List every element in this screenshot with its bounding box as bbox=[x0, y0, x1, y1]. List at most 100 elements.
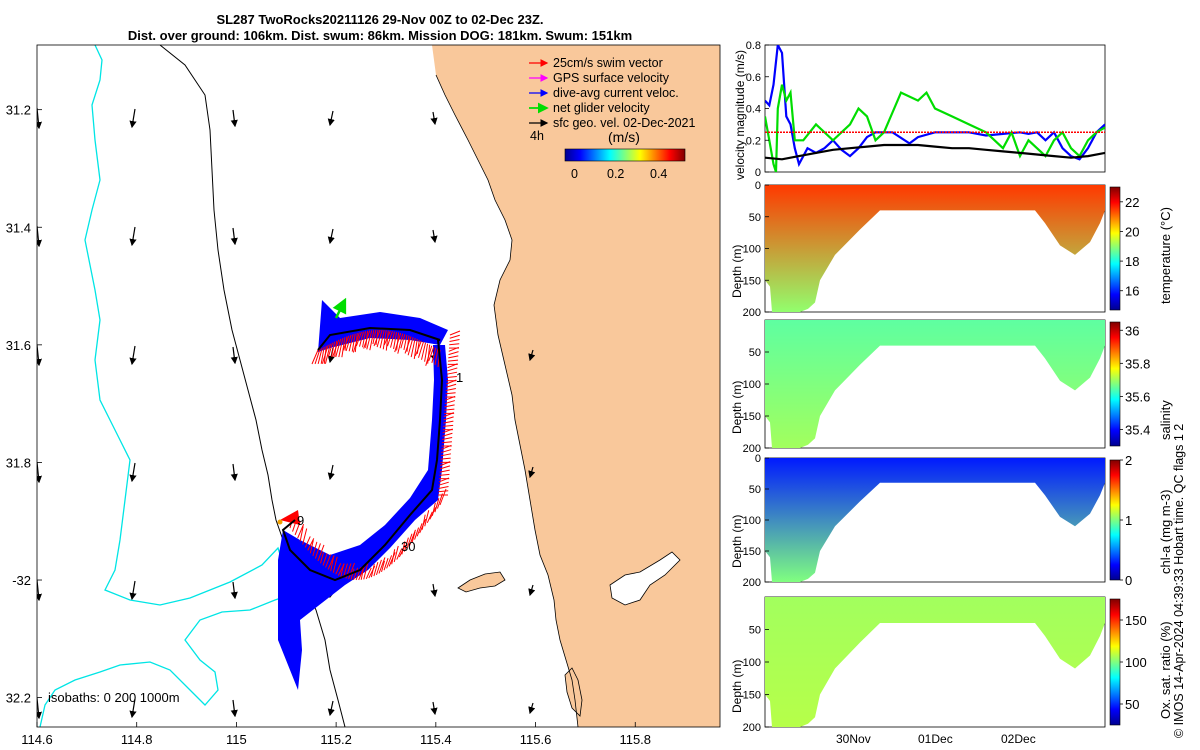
swim-vector bbox=[338, 337, 344, 358]
velocity-series-line-1 bbox=[765, 84, 1105, 172]
geo-arrow bbox=[129, 226, 137, 247]
swim-vector bbox=[311, 349, 319, 365]
swim-vector bbox=[348, 562, 355, 580]
swim-vector bbox=[442, 436, 453, 440]
swim-vector bbox=[441, 444, 452, 450]
swim-vector bbox=[449, 330, 461, 336]
depth-tick-label: 100 bbox=[743, 515, 761, 527]
swim-vector bbox=[335, 338, 342, 358]
depth-tick-label: 100 bbox=[743, 657, 761, 669]
velocity-ylabel: velocity magnitude (m/s) bbox=[733, 50, 747, 180]
swim-vector bbox=[438, 485, 449, 489]
swim-vector bbox=[436, 493, 443, 509]
cb-tick-label: 22 bbox=[1125, 195, 1139, 210]
cb-tick-label: 35.4 bbox=[1125, 422, 1150, 437]
swim-vector bbox=[419, 518, 427, 534]
cb-tick-label: 2 bbox=[1125, 453, 1132, 468]
swim-vector bbox=[378, 557, 386, 574]
cb-label-1: temperature (°C) bbox=[1158, 207, 1173, 304]
map-colorbar-title: (m/s) bbox=[608, 129, 640, 145]
legend-geo: sfc geo. vel. 02-Dec-2021 bbox=[553, 116, 695, 130]
swim-vector bbox=[438, 477, 450, 483]
swim-vector bbox=[327, 555, 335, 570]
swim-vector bbox=[434, 348, 439, 366]
geostrophic-arrows bbox=[37, 107, 536, 720]
swim-vector bbox=[359, 331, 364, 347]
map-legend: 25cm/s swim vector GPS surface velocity … bbox=[529, 56, 695, 181]
estuary bbox=[609, 551, 681, 606]
swim-vector bbox=[440, 457, 451, 460]
swim-vector bbox=[373, 561, 379, 577]
depth-tick-label: 200 bbox=[743, 722, 761, 734]
map-colorbar-tick-1: 0.2 bbox=[607, 167, 624, 181]
cb-tick-label: 36 bbox=[1125, 323, 1139, 338]
swim-vector bbox=[355, 331, 362, 347]
geo-arrow bbox=[230, 109, 238, 128]
swim-vector bbox=[446, 379, 457, 385]
geo-arrow bbox=[430, 583, 438, 598]
swim-vector bbox=[427, 344, 431, 364]
swim-vector bbox=[320, 552, 324, 564]
map-xtick-label: 115.4 bbox=[420, 732, 452, 747]
geo-arrow bbox=[528, 702, 536, 715]
swim-vector bbox=[358, 565, 366, 581]
map-xtick-label: 114.8 bbox=[121, 732, 153, 747]
swim-vector bbox=[448, 355, 459, 359]
swim-vector bbox=[445, 388, 456, 392]
swim-vector bbox=[421, 342, 427, 360]
swim-vector bbox=[439, 469, 450, 473]
swim-vector bbox=[431, 347, 437, 364]
geo-arrow bbox=[528, 466, 536, 479]
velocity-y-ticks: 0 0.2 0.4 0.6 0.8 bbox=[746, 40, 769, 179]
depth-tick-label: 150 bbox=[743, 546, 761, 558]
swim-vector bbox=[331, 341, 336, 357]
swim-vector bbox=[400, 334, 406, 349]
swim-vector bbox=[314, 348, 321, 365]
swim-vector bbox=[383, 330, 391, 346]
swim-vector bbox=[444, 404, 455, 408]
swim-vector bbox=[441, 441, 452, 444]
vel-ytick-label: 0.8 bbox=[746, 40, 761, 52]
swim-vector bbox=[332, 556, 338, 573]
swim-vector bbox=[342, 335, 350, 351]
swim-vector bbox=[327, 342, 333, 357]
depth-tick-label: 0 bbox=[755, 453, 761, 465]
swim-vector bbox=[442, 428, 453, 434]
geo-arrow bbox=[528, 584, 536, 597]
swim-vector bbox=[382, 330, 387, 350]
legend-swim: 25cm/s swim vector bbox=[553, 56, 663, 70]
swim-vector bbox=[350, 568, 355, 580]
swim-vector bbox=[443, 412, 455, 418]
section-field-2 bbox=[765, 320, 1105, 448]
swim-vector bbox=[414, 340, 422, 356]
isobath-200m bbox=[159, 45, 346, 727]
map-xtick-label: 115.2 bbox=[320, 732, 352, 747]
swim-vector bbox=[302, 528, 308, 545]
map-ytick-label: 31.2 bbox=[6, 103, 31, 118]
section-panel-2: 36 35.8 35.6 35.4 salinity 50 100 150 200 Depth (… bbox=[730, 319, 1173, 455]
depth-tick-label: 50 bbox=[749, 212, 761, 224]
swim-vector bbox=[345, 334, 352, 352]
map-ytick-label: 31.8 bbox=[6, 455, 31, 470]
depth-tick-label: 100 bbox=[743, 379, 761, 391]
geo-arrow bbox=[129, 698, 137, 719]
swim-vector bbox=[439, 488, 447, 506]
depth-tick-label: 150 bbox=[743, 690, 761, 702]
swim-vector bbox=[309, 540, 314, 554]
cb-tick-label: 20 bbox=[1125, 224, 1139, 239]
depth-tick-label: 50 bbox=[749, 484, 761, 496]
legend-gps: GPS surface velocity bbox=[553, 71, 670, 85]
swim-vector bbox=[373, 329, 381, 347]
section-colorbar-4 bbox=[1109, 598, 1121, 726]
swim-vector bbox=[439, 473, 450, 476]
swim-vector bbox=[314, 543, 321, 559]
glider-path bbox=[281, 326, 444, 582]
swim-vector bbox=[448, 351, 459, 356]
depth-tick-label: 50 bbox=[749, 625, 761, 637]
cb-tick-label: 0 bbox=[1125, 573, 1132, 588]
swim-vector bbox=[379, 330, 385, 349]
swim-vector bbox=[444, 408, 455, 411]
swim-vector bbox=[426, 511, 433, 524]
swim-vector bbox=[351, 333, 356, 352]
swim-vector bbox=[429, 507, 437, 520]
